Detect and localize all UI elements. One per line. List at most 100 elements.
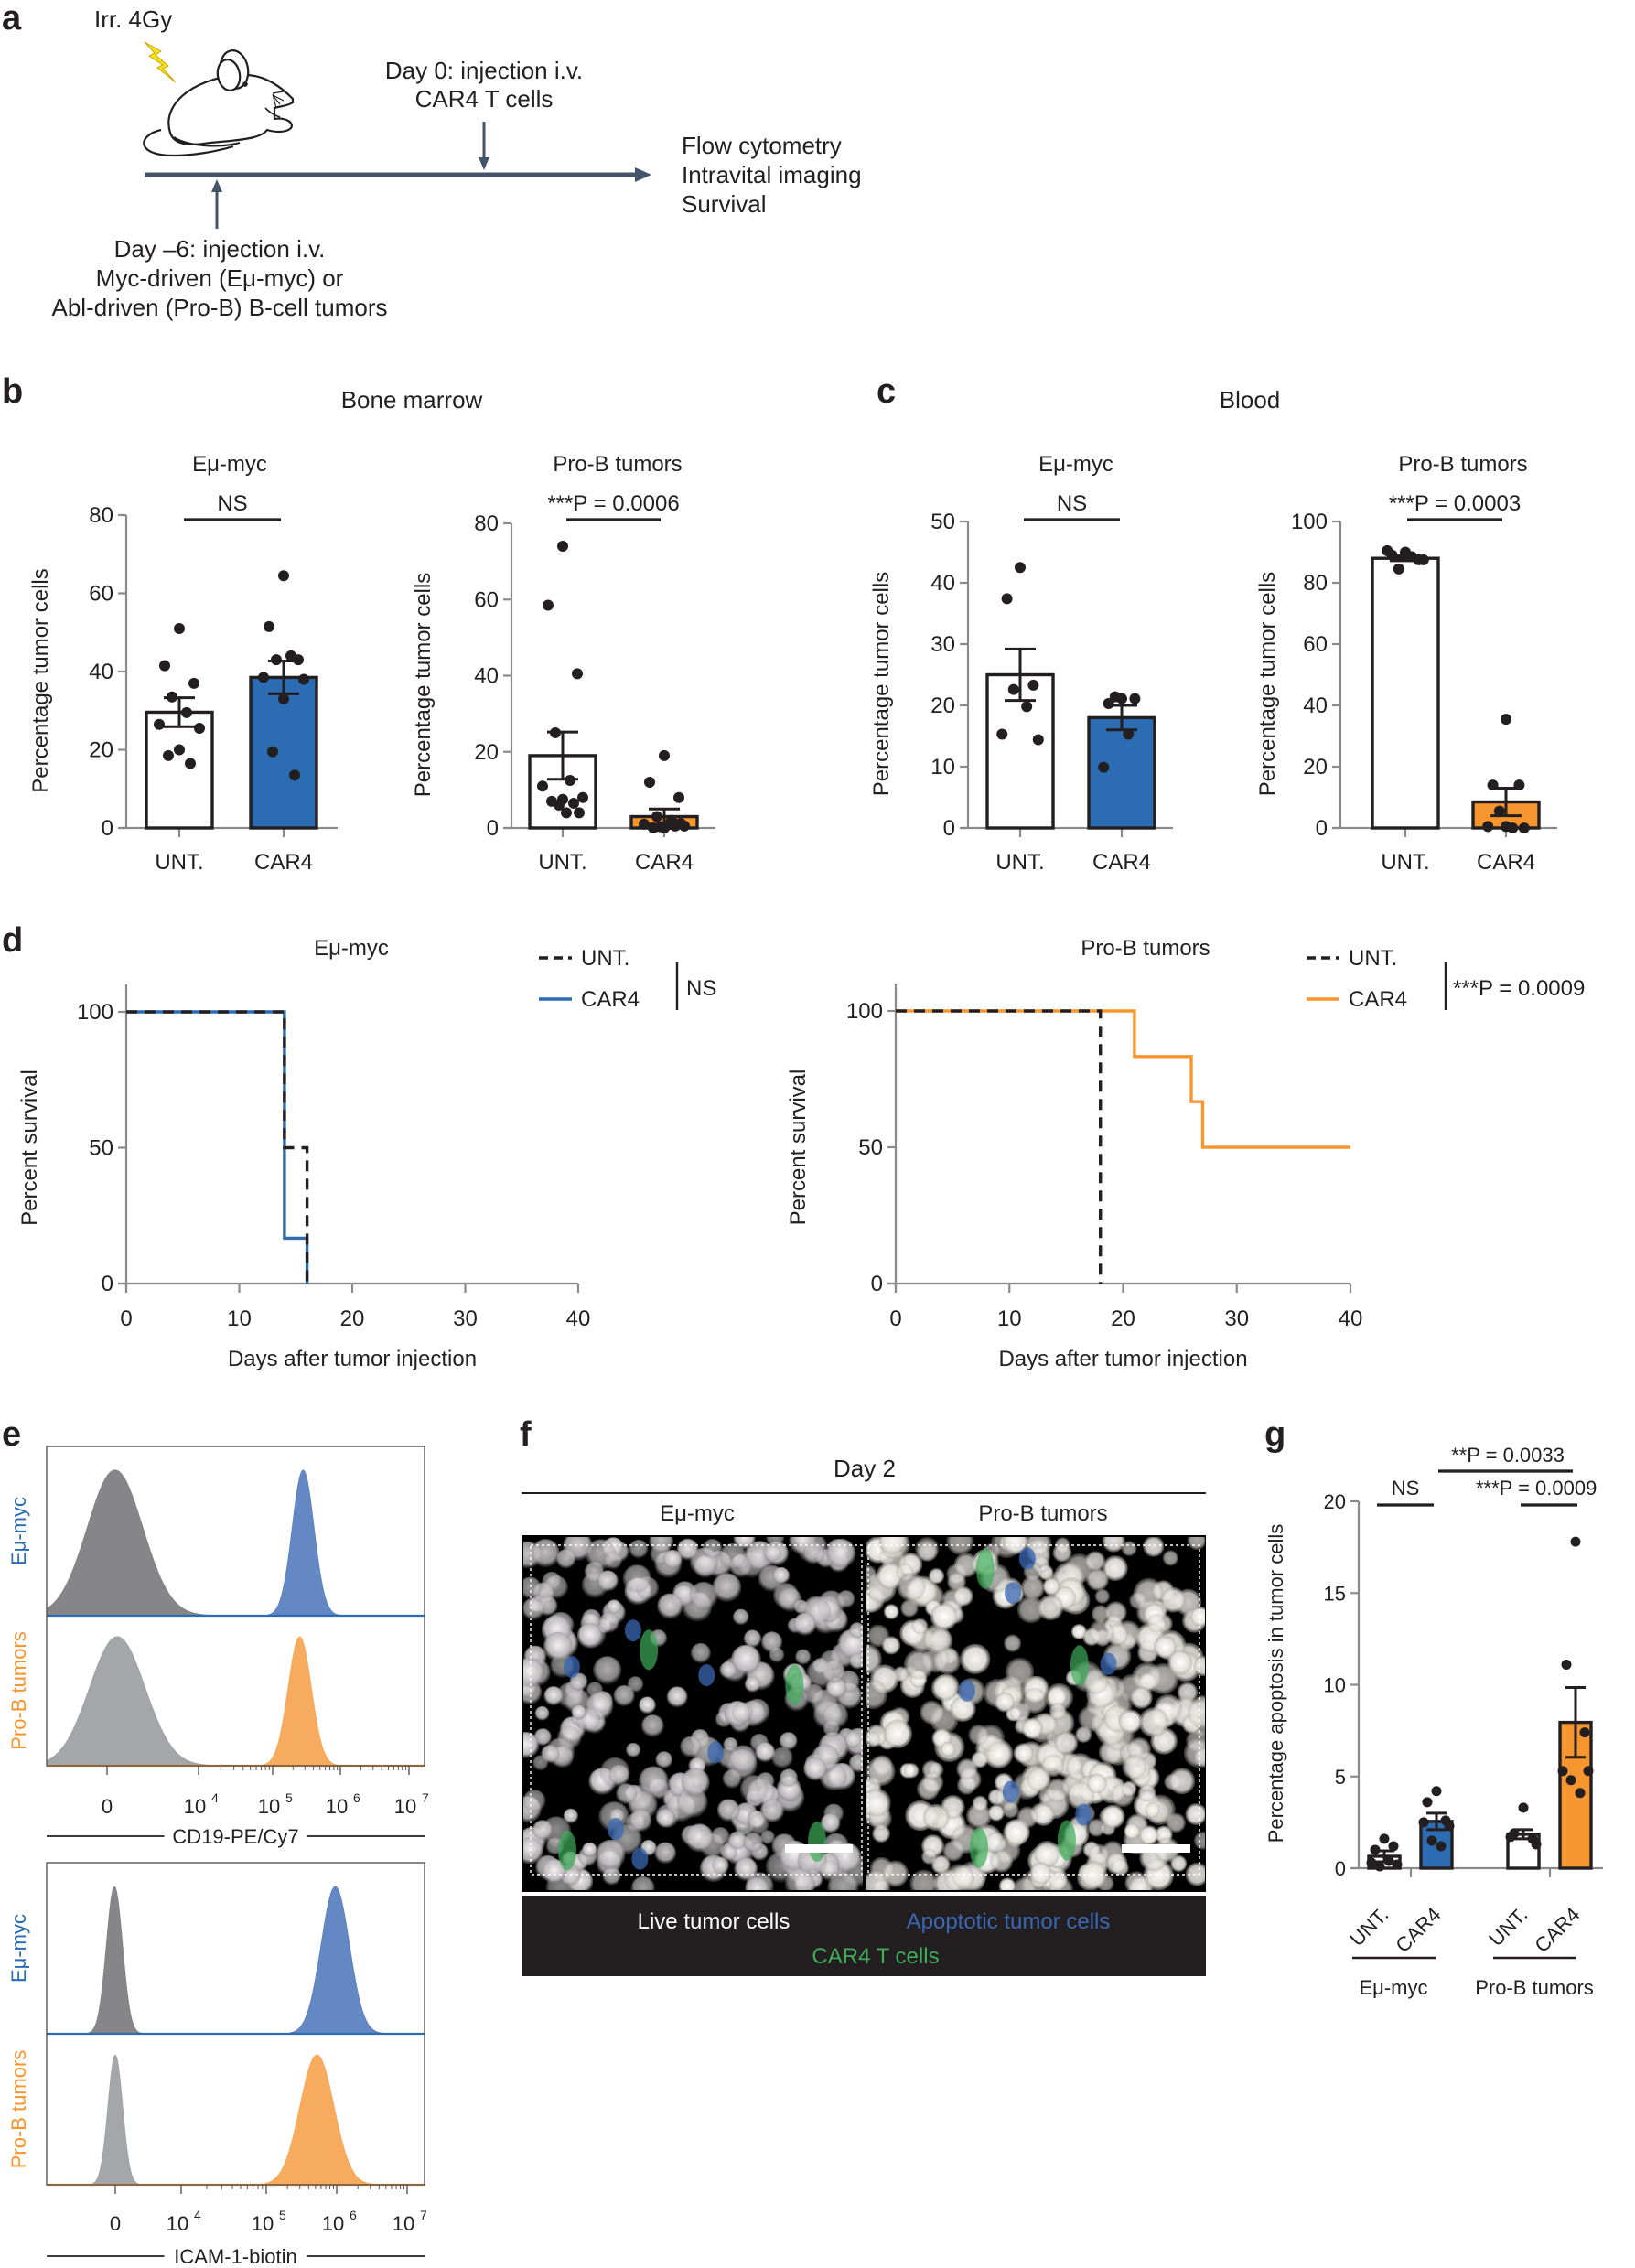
data-point [1426, 1835, 1437, 1846]
data-point [1557, 1766, 1568, 1777]
data-point [163, 749, 174, 761]
survival-curve-car4 [896, 1009, 1350, 1149]
survival-curve-unt [896, 1009, 1103, 1284]
data-point [1382, 544, 1393, 556]
tumor-cell [881, 1636, 901, 1655]
apoptotic-cell [1005, 1582, 1021, 1605]
tumor-cell [917, 1541, 938, 1562]
data-point [285, 650, 296, 661]
tumor-cell [655, 1751, 673, 1768]
tumor-cell [731, 1702, 754, 1724]
tumor-cell [1004, 1634, 1022, 1652]
x-tick-label: 40 [566, 1306, 591, 1331]
y-tick-label: 50 [89, 1136, 113, 1161]
tumor-cell [759, 1799, 784, 1823]
x-tick-exponent: 5 [285, 1790, 293, 1805]
tumor-cell [928, 1567, 945, 1585]
tumor-cell [836, 1590, 855, 1608]
tumor-cell [622, 1564, 651, 1594]
tumor-cell [1052, 1542, 1072, 1563]
tumor-cell [1118, 1709, 1143, 1734]
x-tick-label: 20 [1111, 1306, 1135, 1331]
tumor-cell [849, 1622, 863, 1639]
apoptotic-cell [1075, 1803, 1092, 1826]
readout-intravital-imaging: Intravital imaging [682, 161, 862, 188]
tumor-cell [666, 1686, 688, 1708]
tumor-cell [1183, 1738, 1205, 1768]
data-point [1487, 779, 1499, 791]
tumor-cell [771, 1747, 793, 1769]
tumor-cell [1032, 1803, 1055, 1826]
roi-box-right [867, 1544, 1200, 1876]
data-point [1392, 1859, 1403, 1870]
data-point [1109, 691, 1121, 703]
y-tick-label: 0 [1335, 1857, 1346, 1880]
y-axis-label: Percentage tumor cells [1255, 572, 1280, 796]
x-tick-label: UNT. [538, 850, 586, 875]
x-tick-exponent: 4 [211, 1790, 219, 1805]
x-tick-label: 10 [322, 2212, 344, 2235]
tumor-cell [755, 1742, 776, 1763]
x-tick-label: 40 [1339, 1306, 1363, 1331]
tumor-cell [582, 1842, 597, 1858]
data-point [1027, 679, 1039, 691]
panel-letter-c: c [877, 372, 896, 411]
data-point [1103, 697, 1114, 709]
tumor-cell [921, 1848, 937, 1865]
legend-label: CAR4 [581, 987, 640, 1012]
tumor-cell [722, 1769, 742, 1789]
survival-curve-car4 [126, 1010, 309, 1284]
tumor-cell [803, 1757, 827, 1781]
tumor-cell [739, 1775, 769, 1803]
tumor-cell [1187, 1537, 1205, 1550]
y-tick-label: 40 [1303, 693, 1328, 718]
tumor-cell [1066, 1780, 1095, 1810]
y-tick-label: 80 [89, 503, 113, 528]
significance-label: ***P = 0.0009 [1453, 976, 1585, 1001]
tumor-cell [523, 1790, 546, 1813]
x-tick-label: 10 [326, 1795, 348, 1818]
tumor-cell [1160, 1586, 1187, 1613]
x-tick-label: 30 [1224, 1306, 1249, 1331]
tumor-cell [921, 1771, 944, 1794]
tumor-cell [1016, 1596, 1045, 1624]
data-point [1366, 1857, 1377, 1868]
y-tick-label: 40 [930, 571, 955, 596]
data-point [1422, 1797, 1433, 1808]
tumor-cell [676, 1538, 699, 1561]
y-tick-label: 80 [474, 511, 499, 536]
bar-chart-apoptosis: 0 5 10 15 20 Percentage apoptosis in tumor ce… [1264, 1444, 1603, 1999]
data-point [1032, 734, 1044, 746]
data-point [181, 706, 192, 718]
data-point [568, 797, 579, 809]
mouse-icon [143, 49, 295, 157]
tumor-cell [1139, 1825, 1159, 1845]
tumor-cell [543, 1631, 573, 1661]
tumor-cell [922, 1803, 950, 1832]
x-tick-label: UNT. [1381, 850, 1429, 875]
y-tick-label: 60 [89, 582, 113, 607]
data-point [1583, 1766, 1594, 1777]
chart-title: Eμ-myc [1038, 452, 1113, 477]
y-tick-label: 60 [474, 587, 499, 612]
dayminus6-label: Day –6: injection i.v. [114, 235, 326, 263]
legend-car4-t-cells: CAR4 T cells [812, 1944, 939, 1969]
dayminus6-arrowhead [211, 179, 222, 192]
tumor-cell [848, 1754, 863, 1773]
tumor-cell [1193, 1831, 1205, 1850]
x-tick-label: UNT. [155, 850, 203, 875]
y-tick-label: 0 [1316, 816, 1328, 841]
y-axis-label: Percentage tumor cells [28, 568, 53, 792]
y-tick-label: 20 [1303, 755, 1328, 779]
data-point [185, 758, 196, 769]
data-point [194, 722, 205, 734]
data-point [271, 654, 282, 666]
tumor-cell [952, 1865, 975, 1888]
y-tick-label: 60 [1303, 632, 1328, 657]
data-point [1098, 761, 1110, 773]
x-tick-label: 0 [110, 2212, 121, 2235]
tumor-cell [883, 1604, 899, 1619]
y-axis-label: Percent survival [17, 1070, 42, 1226]
y-tick-label: 100 [846, 999, 883, 1024]
tumor-cell [909, 1869, 938, 1890]
